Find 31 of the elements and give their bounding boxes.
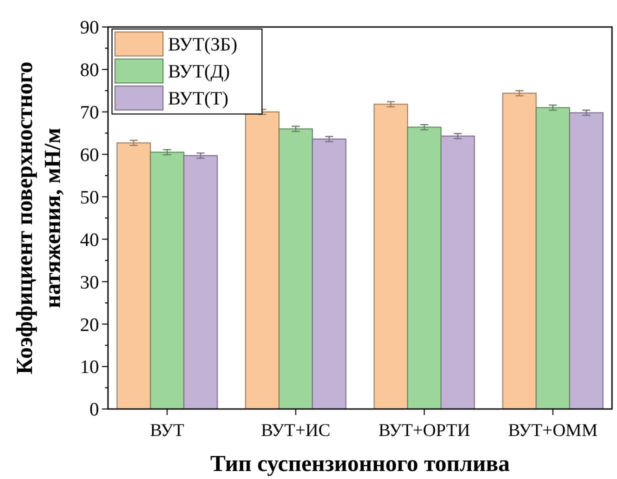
x-tick-label: ВУТ+ОРТИ	[378, 420, 470, 440]
y-tick-label: 0	[90, 400, 99, 421]
bar	[502, 92, 537, 410]
y-tick-label: 30	[80, 272, 99, 294]
bar	[536, 107, 570, 410]
bar	[278, 128, 313, 410]
legend-label: ВУТ(Т)	[168, 88, 228, 110]
x-tick-label: ВУТ+ОММ	[508, 420, 598, 440]
bar	[374, 104, 408, 410]
y-axis-title: Коэффициент поверхностного натяжения, мН/м	[12, 62, 65, 374]
bar	[116, 142, 151, 410]
x-tick-label: ВУТ	[150, 420, 184, 440]
y-tick-label: 10	[80, 357, 99, 378]
y-tick-label: 40	[80, 230, 99, 251]
x-tick-label: ВУТ+ИС	[260, 420, 330, 440]
y-tick-label: 80	[80, 60, 99, 82]
bar	[245, 111, 280, 410]
y-tick-label: 20	[80, 314, 99, 336]
bar	[569, 112, 604, 410]
bar	[312, 138, 346, 410]
y-tick-label: 70	[80, 102, 99, 124]
legend-label: ВУТ(ЗБ)	[168, 34, 238, 56]
y-tick-label: 50	[80, 187, 99, 208]
bar	[150, 152, 184, 410]
bar	[407, 126, 442, 410]
bar	[440, 136, 475, 410]
y-tick-label: 90	[80, 18, 99, 39]
legend-label: ВУТ(Д)	[168, 62, 230, 83]
bar	[183, 155, 218, 410]
y-tick-label: 60	[80, 144, 99, 166]
x-axis-title: Тип суспензионного топлива	[210, 451, 510, 476]
